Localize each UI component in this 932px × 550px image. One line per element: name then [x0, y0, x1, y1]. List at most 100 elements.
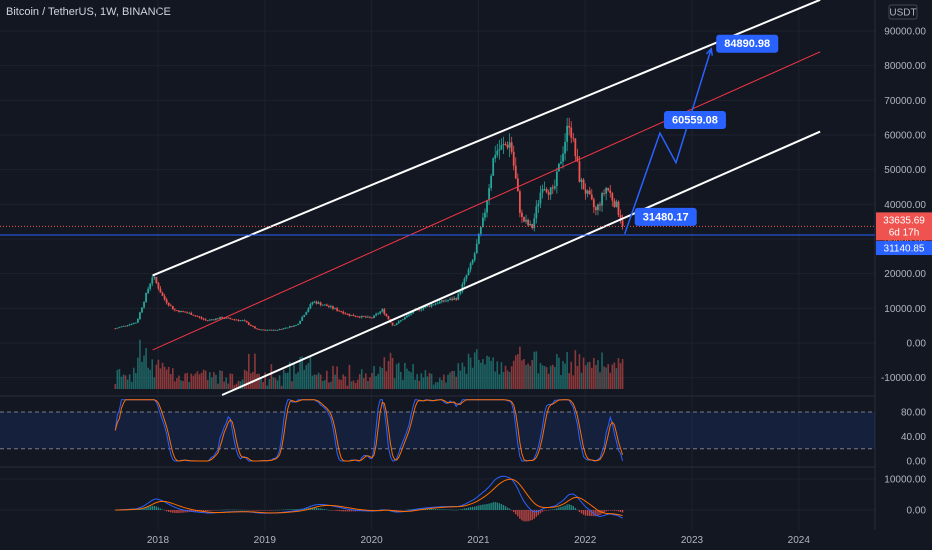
candle-body — [241, 320, 244, 322]
macd-histogram-bar — [289, 509, 291, 510]
candle-body — [605, 187, 608, 194]
chart-title: Bitcoin / TetherUS, 1W, BINANCE — [6, 6, 171, 18]
candle-body — [208, 319, 211, 321]
candle-body — [531, 223, 534, 229]
macd-histogram-bar — [184, 510, 186, 513]
candle-body — [264, 329, 267, 331]
volume-bar — [334, 374, 336, 389]
macd-histogram-bar — [137, 509, 139, 510]
candle-body — [364, 316, 367, 318]
macd-histogram-bar — [441, 509, 443, 510]
macd-histogram-bar — [170, 510, 172, 513]
volume-bar — [130, 381, 133, 389]
macd-histogram-bar — [344, 510, 347, 512]
macd-histogram-bar — [432, 509, 435, 510]
candle-body — [311, 302, 314, 304]
volume-bar — [574, 350, 577, 389]
candle-body — [301, 317, 304, 321]
candle-body — [346, 313, 349, 315]
volume-bar — [482, 359, 484, 389]
volume-bar — [603, 366, 605, 389]
candle-body — [334, 308, 336, 310]
candle-body — [184, 311, 187, 313]
macd-histogram-bar — [582, 510, 585, 515]
candle-body — [463, 278, 466, 285]
candle-body — [601, 193, 603, 206]
candle-body — [114, 328, 117, 330]
indicator-panes — [0, 399, 875, 522]
volume-bar — [311, 375, 314, 389]
macd-histogram-bar — [621, 510, 624, 513]
volume-bar — [451, 370, 453, 389]
volume-bar — [184, 373, 186, 389]
volume-bar — [613, 362, 616, 389]
macd-histogram-bar — [523, 510, 525, 522]
candle-body — [323, 304, 326, 306]
macd-histogram-bar — [165, 510, 168, 512]
volume-bar — [621, 358, 624, 389]
volume-bar — [190, 373, 193, 389]
macd-histogram-bar — [589, 510, 591, 516]
volume-bar — [535, 351, 538, 389]
candle-body — [251, 325, 254, 327]
volume-bar — [180, 380, 182, 389]
candle-body — [514, 165, 517, 179]
candle-body — [286, 327, 289, 329]
volume-bar — [229, 373, 232, 389]
volume-bar — [438, 377, 441, 389]
volume-bar — [562, 361, 564, 389]
candle-body — [122, 325, 125, 327]
volume-bar — [161, 362, 164, 389]
candle-body — [350, 315, 353, 316]
macd-histogram-bar — [151, 505, 153, 510]
support-price-label: 31140.85 — [884, 244, 925, 255]
candle-body — [465, 275, 468, 279]
candle-body — [134, 322, 137, 324]
volume-bar — [436, 382, 439, 389]
volume-bar — [330, 381, 332, 389]
macd-histogram-bar — [297, 509, 299, 510]
macd-histogram-bar — [617, 510, 620, 512]
volume-bar — [418, 380, 421, 389]
volume-bar — [332, 365, 334, 389]
volume-bars — [114, 339, 624, 389]
candle-body — [143, 301, 145, 308]
macd-histogram-bar — [328, 509, 330, 511]
volume-bar — [504, 365, 507, 389]
macd-histogram-bar — [490, 502, 492, 510]
candle-body — [537, 203, 540, 207]
candle-body — [319, 302, 322, 306]
candle-body — [336, 308, 338, 311]
macd-histogram-bar — [348, 510, 351, 512]
candle-body — [120, 326, 123, 328]
macd-histogram-bar — [280, 509, 283, 511]
candle-body — [141, 307, 143, 313]
volume-bar — [137, 357, 139, 389]
macd-tick-label: 0.00 — [907, 506, 927, 517]
volume-bar — [262, 382, 264, 389]
volume-bar — [354, 382, 357, 389]
volume-bar — [243, 369, 246, 389]
candle-body — [293, 325, 295, 327]
candle-body — [229, 317, 232, 319]
volume-bar — [323, 380, 326, 389]
drawings: 84890.98 60559.08 31480.17 — [0, 0, 875, 396]
volume-bar — [198, 374, 201, 389]
price-tag-label: 84890.98 — [724, 38, 770, 50]
candle-body — [403, 317, 406, 320]
volume-bar — [502, 371, 505, 389]
volume-bar — [393, 378, 396, 389]
volume-bar — [284, 372, 287, 389]
currency-box — [888, 4, 918, 20]
candle-body — [198, 316, 201, 318]
candle-body — [155, 276, 158, 283]
volume-bar — [264, 372, 267, 389]
volume-bar — [208, 372, 211, 389]
volume-bar — [235, 383, 238, 389]
candle-body — [555, 171, 558, 187]
macd-histogram-bar — [155, 506, 158, 510]
volume-bar — [174, 381, 176, 389]
volume-bar — [597, 360, 599, 389]
macd-histogram-bar — [584, 510, 587, 516]
